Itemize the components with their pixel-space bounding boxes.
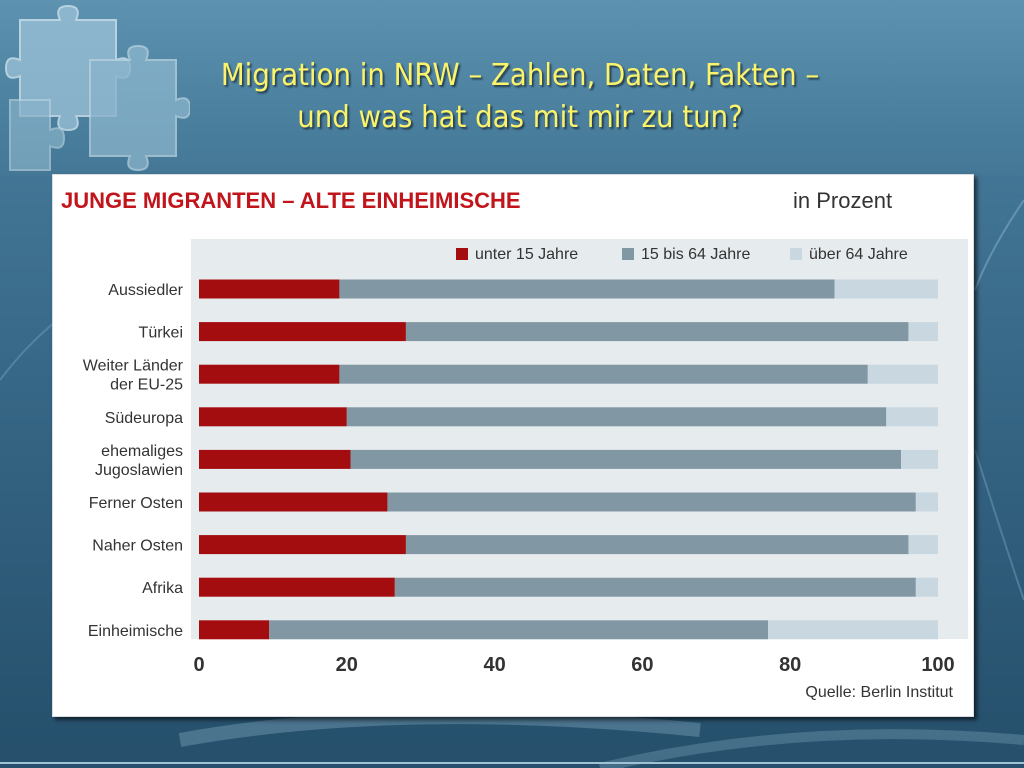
bar-8-series-1 xyxy=(269,620,769,640)
legend-swatch-0 xyxy=(456,248,468,260)
slide-bottom-rule xyxy=(0,762,1024,764)
category-label-8-line-0: Einheimische xyxy=(88,623,183,640)
bar-3-series-2 xyxy=(886,407,938,427)
category-label-3-line-0: Südeuropa xyxy=(105,410,183,427)
category-label-5-line-0: Ferner Osten xyxy=(89,495,183,512)
legend-label-1: 15 bis 64 Jahre xyxy=(641,246,751,263)
bar-0-series-1 xyxy=(339,279,835,299)
bar-7-series-1 xyxy=(394,577,916,597)
bar-8-series-0 xyxy=(199,620,270,640)
bar-4-series-2 xyxy=(901,449,938,469)
chart-subtitle: in Prozent xyxy=(793,188,892,213)
category-label-1-line-0: Türkei xyxy=(139,325,183,342)
bar-3-series-1 xyxy=(346,407,887,427)
slide-title: Migration in NRW – Zahlen, Daten, Fakten… xyxy=(152,55,888,139)
legend-swatch-2 xyxy=(790,248,802,260)
slide-title-line-1: Migration in NRW – Zahlen, Daten, Fakten… xyxy=(220,58,820,93)
bar-2-series-2 xyxy=(867,364,938,384)
x-tick-0: 0 xyxy=(193,654,204,676)
bar-2-series-0 xyxy=(199,364,340,384)
bar-6-series-2 xyxy=(908,535,938,555)
bar-1-series-2 xyxy=(908,322,938,342)
bar-3-series-0 xyxy=(199,407,347,427)
chart-card: JUNGE MIGRANTEN – ALTE EINHEIMISCHE in P… xyxy=(52,174,974,717)
bar-5-series-1 xyxy=(387,492,916,512)
category-labels: Aussiedler Türkei Weiter Länder der EU-25 Sü… xyxy=(83,282,184,640)
category-label-2-line-0: Weiter Länder xyxy=(83,358,184,375)
x-tick-5: 100 xyxy=(921,654,954,676)
x-tick-2: 40 xyxy=(483,654,505,676)
bar-7-series-2 xyxy=(915,577,938,597)
category-label-2-line-1: der EU-25 xyxy=(110,377,183,394)
x-tick-4: 80 xyxy=(779,654,801,676)
stacked-bar-chart: JUNGE MIGRANTEN – ALTE EINHEIMISCHE in P… xyxy=(61,188,968,701)
bar-5-series-2 xyxy=(915,492,938,512)
bar-6-series-0 xyxy=(199,535,406,555)
bar-4-series-1 xyxy=(350,449,902,469)
bar-0-series-2 xyxy=(834,279,938,299)
legend-label-2: über 64 Jahre xyxy=(809,246,908,263)
bar-4-series-0 xyxy=(199,449,351,469)
bar-1-series-0 xyxy=(199,322,406,342)
bar-group xyxy=(199,279,938,640)
slide-title-line-2: und was hat das mit mir zu tun? xyxy=(297,100,743,135)
chart-title: JUNGE MIGRANTEN – ALTE EINHEIMISCHE xyxy=(61,188,521,213)
category-label-7-line-0: Afrika xyxy=(142,580,183,597)
x-axis-tick-labels: 0 20 40 60 80 100 xyxy=(193,654,954,676)
bar-6-series-1 xyxy=(405,535,909,555)
bar-2-series-1 xyxy=(339,364,868,384)
bar-7-series-0 xyxy=(199,577,395,597)
x-tick-1: 20 xyxy=(336,654,358,676)
bar-0-series-0 xyxy=(199,279,340,299)
plot-area-background xyxy=(191,239,968,639)
category-label-4-line-1: Jugoslawien xyxy=(95,462,183,479)
bar-5-series-0 xyxy=(199,492,388,512)
chart-legend: unter 15 Jahre 15 bis 64 Jahre über 64 Jah… xyxy=(456,246,908,263)
bar-1-series-1 xyxy=(405,322,909,342)
puzzle-pieces-icon xyxy=(4,4,190,172)
x-tick-3: 60 xyxy=(631,654,653,676)
bar-8-series-2 xyxy=(768,620,938,640)
chart-source: Quelle: Berlin Institut xyxy=(805,684,953,701)
category-label-4-line-0: ehemaliges xyxy=(101,443,183,460)
legend-swatch-1 xyxy=(622,248,634,260)
category-label-0-line-0: Aussiedler xyxy=(108,282,183,299)
category-label-6-line-0: Naher Osten xyxy=(92,538,183,555)
legend-label-0: unter 15 Jahre xyxy=(475,246,578,263)
